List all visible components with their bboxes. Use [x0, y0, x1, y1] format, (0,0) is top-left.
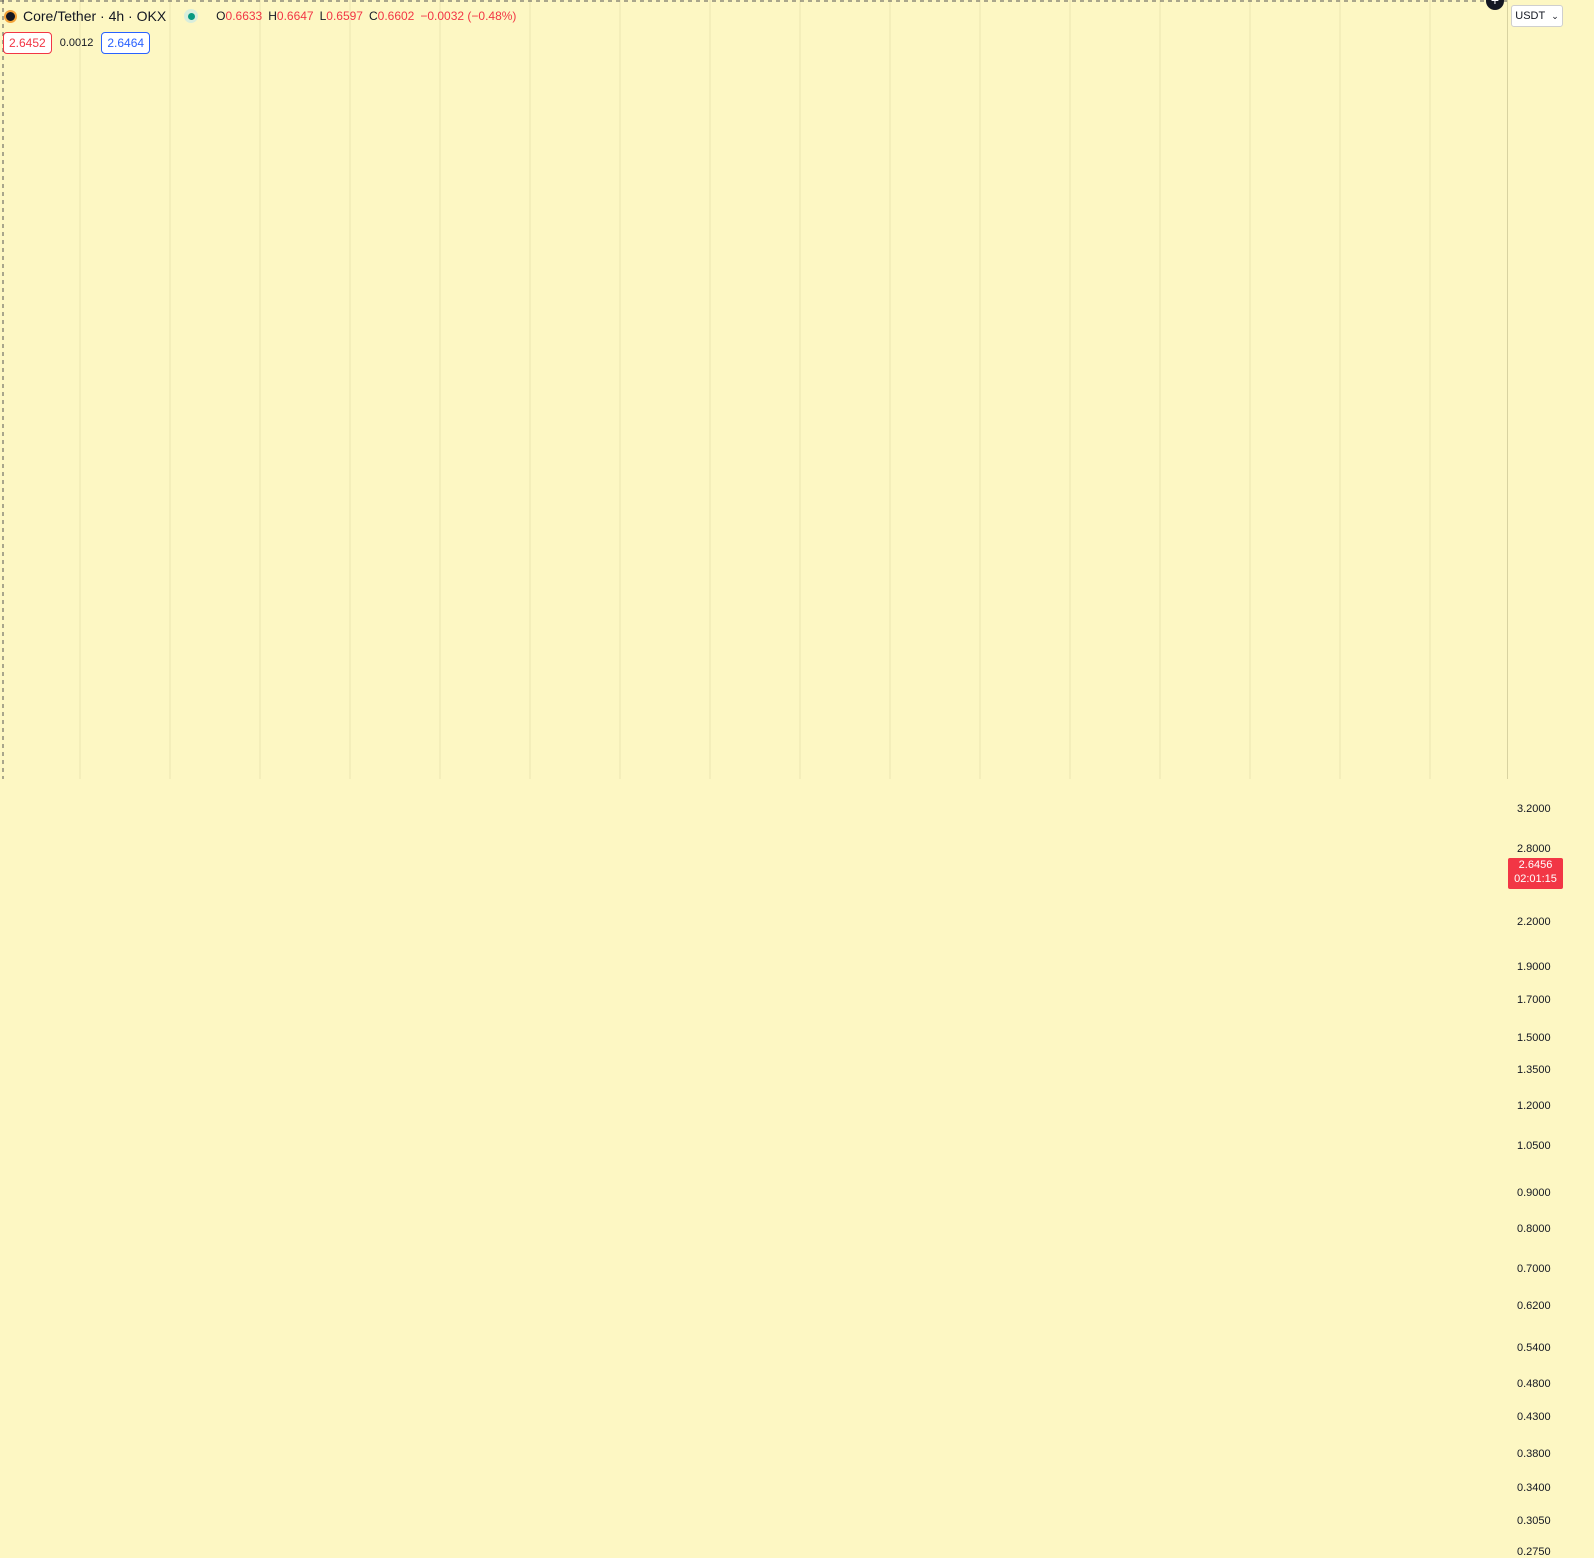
price-tick-label: 1.9000	[1517, 960, 1551, 973]
price-tick-label: 0.6200	[1517, 1300, 1551, 1313]
price-tick-label: 0.4300	[1517, 1410, 1551, 1423]
last-price-label: 2.6456 02:01:15	[1508, 858, 1563, 890]
price-tick-label: 0.3050	[1517, 1515, 1551, 1528]
price-tick-label: 3.2000	[1517, 802, 1551, 815]
coin-logo-icon	[4, 9, 17, 23]
price-tick-label: 0.7000	[1517, 1263, 1551, 1276]
price-tick-label: 1.5000	[1517, 1032, 1551, 1045]
price-tick-label: 0.2750	[1517, 1546, 1551, 1558]
live-status-icon	[184, 9, 199, 23]
price-tick-label: 1.7000	[1517, 994, 1551, 1007]
price-tick-label: 0.5400	[1517, 1341, 1551, 1354]
spread-value: 0.0012	[59, 37, 94, 49]
price-tick-label: 0.3800	[1517, 1448, 1551, 1461]
currency-label: USDT	[1515, 10, 1546, 22]
symbol-title[interactable]: Core/Tether · 4h · OKX	[23, 8, 167, 24]
chevron-down-icon: ⌄	[1551, 10, 1559, 21]
countdown-timer: 02:01:15	[1514, 873, 1557, 886]
chart-area[interactable]	[0, 0, 1507, 779]
price-tick-label: 2.8000	[1517, 843, 1551, 856]
price-tick-label: 1.2000	[1517, 1100, 1551, 1112]
price-tick-label: 0.9000	[1517, 1187, 1551, 1200]
vertical-grid	[79, 0, 1431, 779]
price-axis[interactable]: 3.2000 2.8000 2.2000 1.9000 1.7000 1.5000 1.35…	[1507, 0, 1594, 1558]
price-tick-label: 0.4800	[1517, 1377, 1551, 1390]
ohlc-values: O0.6633 H0.6647 L0.6597 C0.6602 −0.0032 …	[216, 9, 517, 23]
last-price-value: 2.6456	[1518, 859, 1553, 872]
sell-button[interactable]: 2.6452	[3, 32, 52, 54]
price-tick-label: 1.3500	[1517, 1064, 1551, 1077]
plus-icon[interactable]: +	[1486, 0, 1504, 10]
currency-select[interactable]: USDT ⌄	[1511, 5, 1563, 27]
price-tick-label: 1.0500	[1517, 1140, 1551, 1153]
symbol-header: Core/Tether · 4h · OKX O0.6633 H0.6647 L…	[4, 6, 516, 26]
chart-plot[interactable]	[0, 0, 1507, 779]
buy-button[interactable]: 2.6464	[101, 32, 151, 54]
trade-prices: 2.6452 0.0012 2.6464	[3, 32, 151, 54]
price-change: −0.0032 (−0.48%)	[420, 9, 517, 23]
price-tick-label: 0.8000	[1517, 1222, 1551, 1235]
price-tick-label: 2.2000	[1517, 916, 1551, 929]
price-tick-label: 0.3400	[1517, 1482, 1551, 1495]
